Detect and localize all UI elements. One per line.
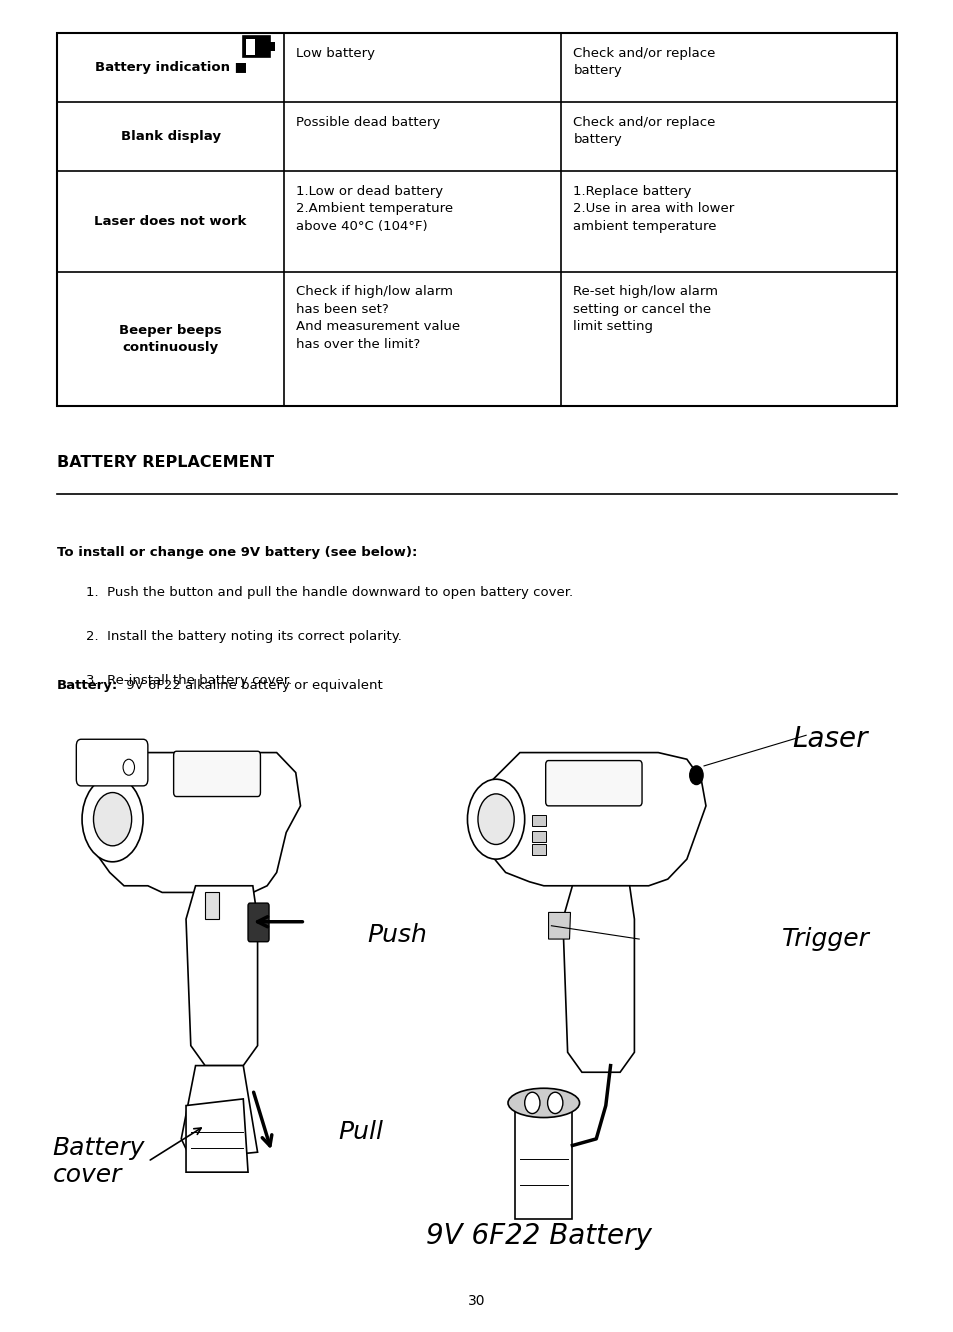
Text: Laser does not work: Laser does not work bbox=[94, 216, 247, 228]
Text: Battery:: Battery: bbox=[57, 679, 118, 693]
Text: 3.  Re-install the battery cover.: 3. Re-install the battery cover. bbox=[86, 674, 292, 687]
Circle shape bbox=[82, 777, 143, 862]
Polygon shape bbox=[562, 886, 634, 1072]
Text: Blank display: Blank display bbox=[120, 131, 220, 144]
Text: 1.Replace battery
2.Use in area with lower
ambient temperature: 1.Replace battery 2.Use in area with low… bbox=[573, 185, 734, 233]
Bar bbox=[532, 815, 545, 826]
Polygon shape bbox=[86, 753, 300, 892]
Polygon shape bbox=[548, 912, 570, 939]
Text: Battery indication ■: Battery indication ■ bbox=[94, 61, 247, 75]
Text: Re-set high/low alarm
setting or cancel the
limit setting: Re-set high/low alarm setting or cancel … bbox=[573, 285, 718, 333]
Text: Laser: Laser bbox=[792, 725, 867, 754]
Text: Pull: Pull bbox=[338, 1120, 383, 1144]
Text: Possible dead battery: Possible dead battery bbox=[296, 116, 440, 129]
Circle shape bbox=[93, 793, 132, 846]
Polygon shape bbox=[476, 753, 705, 886]
Bar bbox=[57, 33, 896, 406]
Polygon shape bbox=[186, 1099, 248, 1172]
Text: BATTERY REPLACEMENT: BATTERY REPLACEMENT bbox=[57, 456, 274, 470]
Bar bbox=[243, 36, 270, 57]
FancyBboxPatch shape bbox=[545, 761, 641, 806]
Bar bbox=[532, 831, 545, 842]
Text: 2.  Install the battery noting its correct polarity.: 2. Install the battery noting its correc… bbox=[86, 630, 401, 643]
Text: Trigger: Trigger bbox=[781, 927, 869, 951]
Polygon shape bbox=[515, 1112, 572, 1219]
Text: 9V 6F22 alkaline battery or equivalent: 9V 6F22 alkaline battery or equivalent bbox=[122, 679, 382, 693]
Text: 30: 30 bbox=[468, 1293, 485, 1308]
Text: Check if high/low alarm
has been set?
And measurement value
has over the limit?: Check if high/low alarm has been set? An… bbox=[296, 285, 460, 350]
Text: Battery
cover: Battery cover bbox=[52, 1136, 145, 1187]
Polygon shape bbox=[181, 1066, 257, 1159]
Circle shape bbox=[123, 759, 134, 775]
Text: 9V 6F22 Battery: 9V 6F22 Battery bbox=[426, 1221, 651, 1251]
Polygon shape bbox=[205, 892, 219, 919]
Bar bbox=[532, 844, 545, 855]
Text: 1.Low or dead battery
2.Ambient temperature
above 40°C (104°F): 1.Low or dead battery 2.Ambient temperat… bbox=[296, 185, 453, 233]
Circle shape bbox=[524, 1092, 539, 1114]
Bar bbox=[246, 39, 255, 55]
Text: Check and/or replace
battery: Check and/or replace battery bbox=[573, 116, 715, 147]
Text: Beeper beeps
continuously: Beeper beeps continuously bbox=[119, 324, 222, 354]
Circle shape bbox=[547, 1092, 562, 1114]
Circle shape bbox=[467, 779, 524, 859]
FancyBboxPatch shape bbox=[248, 903, 269, 942]
Text: 1.  Push the button and pull the handle downward to open battery cover.: 1. Push the button and pull the handle d… bbox=[86, 586, 573, 599]
Ellipse shape bbox=[507, 1088, 578, 1118]
Bar bbox=[270, 43, 274, 51]
Circle shape bbox=[689, 766, 702, 785]
FancyBboxPatch shape bbox=[173, 751, 260, 797]
Text: To install or change one 9V battery (see below):: To install or change one 9V battery (see… bbox=[57, 546, 417, 559]
Text: Low battery: Low battery bbox=[296, 47, 375, 60]
Circle shape bbox=[477, 794, 514, 844]
Polygon shape bbox=[186, 886, 257, 1066]
FancyBboxPatch shape bbox=[76, 739, 148, 786]
Text: Check and/or replace
battery: Check and/or replace battery bbox=[573, 47, 715, 77]
Text: Push: Push bbox=[367, 923, 427, 947]
